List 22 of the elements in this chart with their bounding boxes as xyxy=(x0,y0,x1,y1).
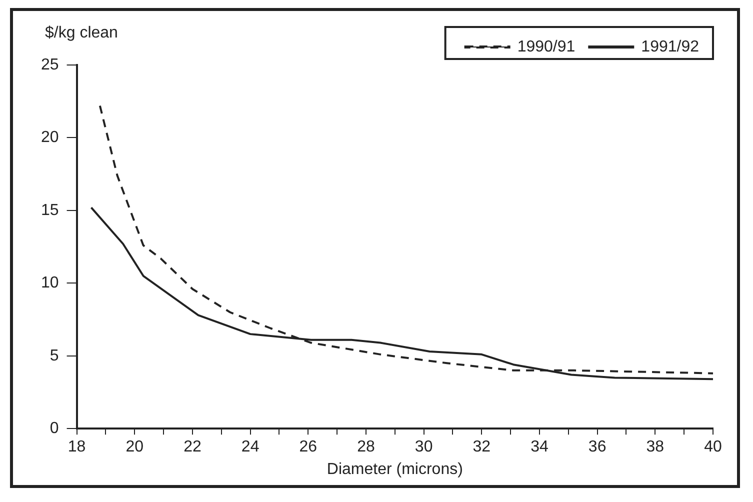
x-axis-title: Diameter (microns) xyxy=(326,460,463,478)
y-tick-label: 20 xyxy=(41,129,59,146)
x-tick-label: 40 xyxy=(704,438,722,456)
legend-label: 1990/91 xyxy=(517,38,576,56)
x-tick-label: 20 xyxy=(126,438,144,456)
x-tick-label: 30 xyxy=(414,438,433,456)
x-tick-label: 28 xyxy=(357,438,375,456)
x-tick-label: 26 xyxy=(299,438,318,456)
x-tick-label: 36 xyxy=(588,438,606,456)
legend-label: 1991/92 xyxy=(641,38,700,56)
x-tick-label: 24 xyxy=(241,438,260,456)
y-tick-label: 0 xyxy=(50,420,59,438)
x-tick-label: 34 xyxy=(530,438,548,456)
y-tick-label: 5 xyxy=(50,347,59,364)
x-tick-label: 22 xyxy=(184,438,202,456)
y-axis-title: $/kg clean xyxy=(45,24,118,42)
x-tick-label: 32 xyxy=(472,438,491,456)
y-tick-label: 10 xyxy=(41,274,59,292)
y-tick-label: 15 xyxy=(41,202,59,219)
x-tick-label: 18 xyxy=(68,438,86,456)
x-tick-label: 38 xyxy=(646,438,664,456)
y-tick-label: 25 xyxy=(41,56,59,74)
